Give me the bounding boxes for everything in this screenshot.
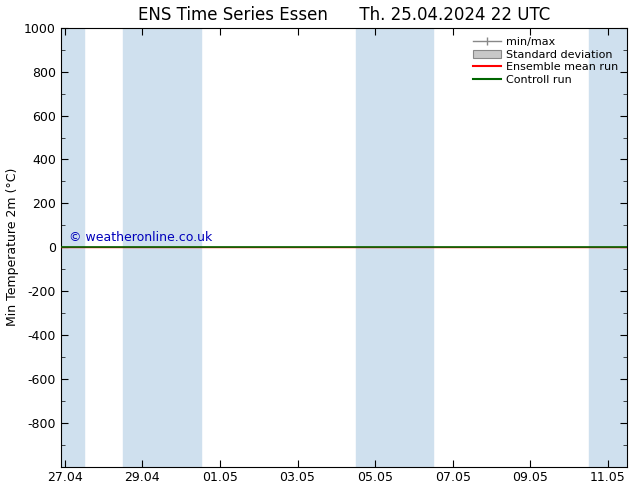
Bar <box>588 28 628 466</box>
Text: © weatheronline.co.uk: © weatheronline.co.uk <box>69 231 212 244</box>
Bar <box>123 28 200 466</box>
Y-axis label: Min Temperature 2m (°C): Min Temperature 2m (°C) <box>6 168 18 326</box>
Bar <box>356 28 434 466</box>
Bar <box>61 28 84 466</box>
Title: ENS Time Series Essen      Th. 25.04.2024 22 UTC: ENS Time Series Essen Th. 25.04.2024 22 … <box>138 5 550 24</box>
Legend: min/max, Standard deviation, Ensemble mean run, Controll run: min/max, Standard deviation, Ensemble me… <box>470 33 622 88</box>
